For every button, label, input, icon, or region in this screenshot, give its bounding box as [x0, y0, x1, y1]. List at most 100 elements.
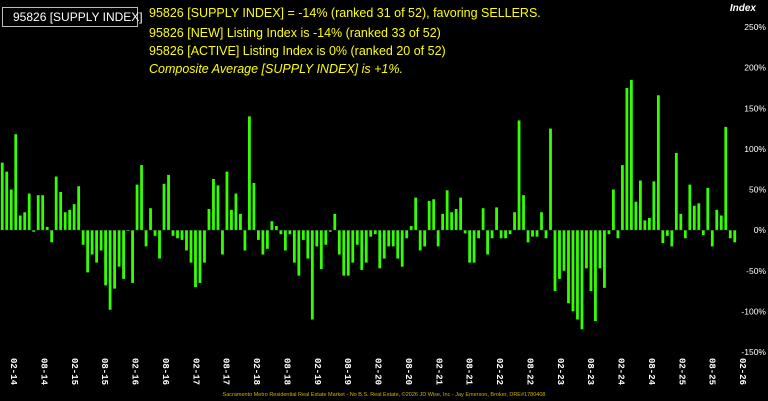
- bar: [656, 95, 660, 231]
- bar: [14, 134, 18, 231]
- bar: [162, 183, 166, 231]
- bar: [324, 230, 328, 245]
- bar: [297, 230, 301, 276]
- bar: [77, 186, 81, 231]
- bar: [477, 230, 480, 239]
- bar: [706, 187, 710, 231]
- x-tick-label: 08-24: [646, 358, 656, 386]
- bar: [230, 209, 233, 231]
- bar: [495, 207, 498, 231]
- bar: [9, 189, 13, 231]
- bar: [692, 205, 696, 231]
- x-tick-label: 02-24: [616, 358, 626, 386]
- bar: [562, 230, 566, 271]
- x-tick-label: 02-20: [373, 358, 383, 385]
- bar: [549, 128, 552, 231]
- bar: [306, 230, 310, 259]
- bar: [634, 201, 638, 231]
- x-tick-label: 02-23: [555, 358, 565, 385]
- y-axis-title: Index: [729, 3, 756, 14]
- bar: [630, 79, 633, 231]
- bar: [701, 230, 705, 236]
- bar: [607, 230, 611, 235]
- bar: [90, 230, 94, 255]
- bar: [580, 230, 584, 330]
- bar: [337, 230, 341, 255]
- bar: [454, 209, 458, 231]
- bar: [481, 208, 485, 231]
- bar: [243, 230, 247, 251]
- bar: [522, 195, 525, 231]
- bar: [283, 230, 287, 251]
- bar: [436, 230, 440, 247]
- bar: [270, 221, 274, 231]
- bar: [598, 230, 602, 269]
- y-tick-label: -150%: [741, 347, 766, 357]
- bar: [50, 230, 54, 243]
- bar: [405, 230, 409, 239]
- x-tick-label: 02-15: [69, 358, 79, 385]
- bar: [176, 230, 179, 239]
- bar: [576, 230, 579, 320]
- bar: [558, 230, 561, 279]
- x-tick-label: 02-17: [190, 358, 200, 385]
- bar: [131, 230, 134, 283]
- y-tick-label: 50%: [749, 185, 766, 195]
- bar: [72, 204, 76, 231]
- bar: [531, 230, 534, 237]
- bar: [189, 230, 193, 263]
- x-tick-label: 02-25: [676, 358, 686, 385]
- y-tick-label: 150%: [744, 103, 766, 113]
- bar: [5, 171, 9, 231]
- x-tick-label: 02-19: [312, 358, 322, 385]
- bar: [216, 185, 220, 231]
- x-tick-label: 08-25: [707, 358, 717, 385]
- bar: [301, 230, 305, 240]
- bar: [27, 193, 31, 231]
- x-tick-label: 08-17: [221, 358, 231, 385]
- bar: [652, 181, 656, 231]
- bar: [661, 230, 665, 244]
- bar: [194, 230, 197, 288]
- bar: [625, 87, 629, 231]
- y-tick-label: 100%: [744, 144, 766, 154]
- bar: [108, 230, 112, 310]
- bar: [167, 174, 170, 231]
- bar: [45, 226, 49, 231]
- bar: [616, 230, 620, 239]
- bar: [99, 230, 103, 251]
- bar: [724, 126, 728, 231]
- x-tick-label: 08-16: [160, 358, 170, 385]
- bar: [239, 213, 242, 231]
- bar: [63, 212, 67, 231]
- x-tick-label: 08-14: [38, 358, 48, 386]
- x-tick-label: 02-22: [494, 358, 504, 385]
- bar: [499, 230, 503, 239]
- bar: [279, 230, 283, 235]
- bar: [369, 230, 373, 237]
- bar: [68, 209, 72, 231]
- y-tick-label: 200%: [744, 63, 766, 73]
- y-axis: 250% 200% 150% 100% 50% 0% -50% -100% -150%: [741, 22, 766, 357]
- bar: [674, 152, 678, 231]
- y-tick-label: 0%: [754, 225, 767, 235]
- bar: [710, 230, 714, 247]
- bar: [292, 230, 296, 263]
- x-tick-label: 02-16: [130, 358, 140, 385]
- bar: [697, 203, 701, 231]
- bar: [414, 197, 418, 231]
- annotation-composite-average: Composite Average [SUPPLY INDEX] is +1%.: [149, 62, 403, 76]
- bar: [135, 184, 139, 231]
- bar: [459, 197, 463, 231]
- bar: [18, 215, 22, 231]
- bar: [683, 230, 687, 239]
- bar: [670, 230, 674, 247]
- bar: [198, 230, 202, 283]
- bar: [508, 230, 512, 235]
- annotation-active-listing-index: 95826 [ACTIVE] Listing Index is 0% (rank…: [149, 44, 446, 58]
- bar: [603, 230, 606, 288]
- bar: [441, 213, 445, 231]
- bar: [400, 230, 404, 267]
- bar: [288, 230, 292, 235]
